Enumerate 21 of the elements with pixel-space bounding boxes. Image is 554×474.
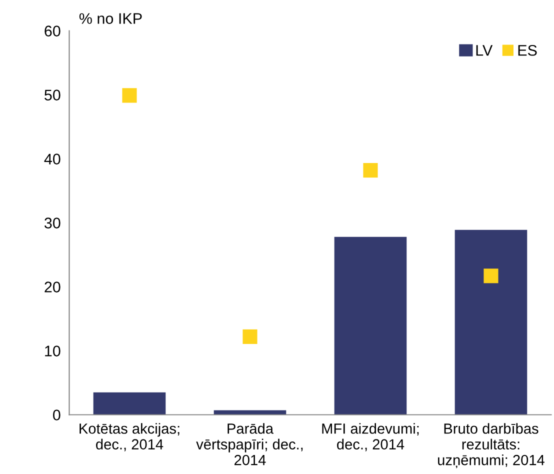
point	[363, 163, 378, 178]
y-tick-label: 0	[53, 410, 60, 420]
y-axis-title: % no IKP	[79, 13, 142, 24]
point	[122, 88, 137, 103]
x-tick-label: Kotētas akcijas; dec., 2014	[80, 423, 180, 452]
y-tick-label: 20	[44, 282, 60, 292]
bar	[454, 230, 528, 415]
bar	[334, 236, 407, 415]
legend-label: LV	[476, 45, 493, 56]
bar	[93, 392, 166, 415]
y-tick-label: 30	[44, 218, 60, 228]
y-tick-label: 60	[44, 26, 60, 36]
y-tick-label: 10	[45, 346, 60, 356]
y-tick-label: 50	[44, 90, 60, 100]
x-tick-label: Parāda vērtspapīri; dec., 2014	[196, 423, 303, 466]
point	[484, 268, 498, 284]
point	[242, 329, 258, 344]
legend-label: ES	[518, 44, 537, 56]
y-tick-label: 40	[44, 154, 60, 164]
x-tick-label: Bruto darbības rezultāts: uzņēmumi; 2014	[438, 423, 544, 468]
x-tick-label: MFI aizdevumi; dec., 2014	[322, 423, 419, 452]
